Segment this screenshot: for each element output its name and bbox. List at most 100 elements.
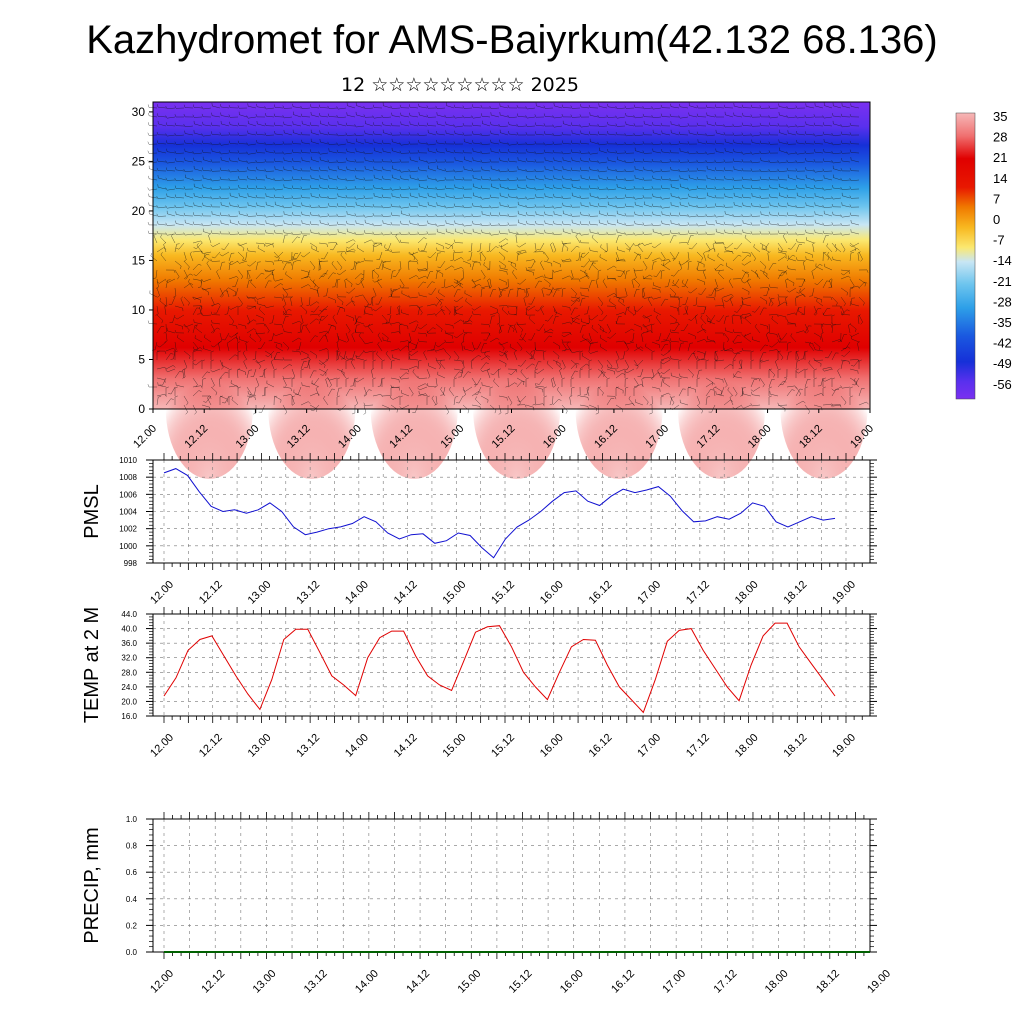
colorbar-label: 7 <box>993 191 1000 206</box>
x-tick-label: 17.12 <box>684 579 712 607</box>
y-tick-label: 36.0 <box>121 639 137 648</box>
colorbar-label: -28 <box>993 294 1012 309</box>
x-tick-label: 15.00 <box>440 579 468 607</box>
x-tick-label: 17.00 <box>635 579 663 607</box>
chart-title: Kazhydromet for AMS-Baiyrkum(42.132 68.1… <box>86 18 938 62</box>
y-tick-label: 0.0 <box>126 948 138 957</box>
x-tick-label: 19.00 <box>830 732 858 760</box>
x-tick-label: 16.00 <box>558 968 586 996</box>
y-tick-label: 1006 <box>119 490 137 499</box>
colorbar: 35 28 21 14 7 0 -7 -14 -21 -28 -35 -42 -49 -56 <box>955 109 1012 400</box>
x-tick-label: 17.12 <box>684 732 712 760</box>
colorbar-label: -7 <box>993 233 1005 248</box>
x-tick-label: 14.12 <box>392 579 420 607</box>
x-tick-label: 18.00 <box>763 968 791 996</box>
y-tick-label: 32.0 <box>121 654 137 663</box>
x-tick-label: 13.00 <box>251 968 279 996</box>
y-tick-label: 0.4 <box>126 895 138 904</box>
x-tick-label: 15.12 <box>489 732 517 760</box>
x-tick-label: 12.00 <box>131 423 159 451</box>
y-tick-label: 1002 <box>119 525 137 534</box>
colorbar-label: -56 <box>993 377 1012 392</box>
y-tick-label: 20.0 <box>121 697 137 706</box>
x-tick-label: 13.12 <box>302 968 330 996</box>
colorbar-label: 28 <box>993 130 1007 145</box>
colorbar-label: -14 <box>993 253 1012 268</box>
x-tick-label: 18.00 <box>733 732 761 760</box>
y-tick-label: 1.0 <box>126 815 138 824</box>
x-tick-label: 16.00 <box>538 732 566 760</box>
colorbar-label: -42 <box>993 336 1012 351</box>
series-line <box>163 622 836 714</box>
y-axis-label: PRECIP, mm <box>81 827 103 943</box>
x-tick-label: 16.12 <box>587 579 615 607</box>
x-tick-label: 12.00 <box>148 732 176 760</box>
colorbar-label: -21 <box>993 274 1012 289</box>
y-tick-label: 25 <box>132 154 146 168</box>
x-tick-label: 15.12 <box>489 579 517 607</box>
x-tick-label: 14.12 <box>392 732 420 760</box>
heatmap-y-axis: 0 5 10 15 20 25 30 <box>132 105 153 416</box>
y-tick-label: 0.6 <box>126 868 138 877</box>
y-axis-label: TEMP at 2 M <box>81 607 103 723</box>
colorbar-label: 14 <box>993 171 1007 186</box>
y-tick-label: 1004 <box>119 508 137 517</box>
x-tick-label: 16.12 <box>609 968 637 996</box>
x-tick-label: 17.00 <box>635 732 663 760</box>
y-tick-label: 44.0 <box>121 610 137 619</box>
x-tick-label: 12.00 <box>148 579 176 607</box>
x-tick-label: 16.12 <box>587 732 615 760</box>
x-tick-label: 14.00 <box>343 732 371 760</box>
y-tick-label: 15 <box>132 253 146 267</box>
y-tick-label: 1010 <box>119 456 137 465</box>
y-tick-label: 0 <box>138 402 145 416</box>
panel-frame <box>152 613 871 717</box>
series-line <box>163 468 836 559</box>
x-tick-label: 13.00 <box>246 732 274 760</box>
colorbar-label: 21 <box>993 150 1007 165</box>
y-tick-label: 998 <box>124 559 138 568</box>
precip-panel: 0.0 0.2 0.4 0.6 0.8 1.0 12.00 12.12 13.00 13.12 14… <box>81 812 893 996</box>
x-tick-label: 12.00 <box>148 968 176 996</box>
x-tick-label: 15.00 <box>455 968 483 996</box>
y-axis-label: PMSL <box>81 484 103 538</box>
y-tick-label: 20 <box>132 204 146 218</box>
x-tick-label: 18.12 <box>781 579 809 607</box>
x-tick-label: 17.12 <box>712 968 740 996</box>
x-tick-label: 15.12 <box>507 968 535 996</box>
x-tick-label: 15.00 <box>440 732 468 760</box>
y-tick-label: 10 <box>132 303 146 317</box>
colorbar-ramp <box>955 112 976 400</box>
x-tick-label: 12.12 <box>197 579 225 607</box>
x-tick-label: 18.12 <box>781 732 809 760</box>
y-tick-label: 28.0 <box>121 668 137 677</box>
y-tick-label: 1008 <box>119 473 137 482</box>
x-tick-label: 13.12 <box>294 732 322 760</box>
colorbar-labels: 35 28 21 14 7 0 -7 -14 -21 -28 -35 -42 -49 -56 <box>993 109 1012 392</box>
x-tick-label: 13.12 <box>294 579 322 607</box>
colorbar-label: -35 <box>993 315 1012 330</box>
x-tick-label: 19.00 <box>865 968 893 996</box>
x-tick-label: 14.00 <box>353 968 381 996</box>
x-tick-label: 14.12 <box>404 968 432 996</box>
x-tick-label: 12.12 <box>199 968 227 996</box>
x-tick-label: 12.12 <box>197 732 225 760</box>
x-tick-label: 14.00 <box>343 579 371 607</box>
chart-subtitle: 12 ☆☆☆☆☆☆☆☆☆ 2025 <box>341 74 579 96</box>
y-tick-label: 40.0 <box>121 625 137 634</box>
x-tick-label: 16.00 <box>538 579 566 607</box>
x-tick-label: 18.12 <box>814 968 842 996</box>
x-tick-label: 17.00 <box>660 968 688 996</box>
colorbar-label: 35 <box>993 109 1007 124</box>
colorbar-label: -49 <box>993 356 1012 371</box>
temp-2m-panel: 16.0 20.0 24.0 28.0 32.0 36.0 40.0 44.0 12.00 12.… <box>81 607 877 760</box>
x-tick-label: 18.00 <box>733 579 761 607</box>
y-tick-label: 16.0 <box>121 712 137 721</box>
x-tick-label: 13.00 <box>246 579 274 607</box>
y-tick-label: 30 <box>132 105 146 119</box>
panel-frame <box>152 818 871 953</box>
colorbar-label: 0 <box>993 212 1000 227</box>
y-tick-label: 0.8 <box>126 842 138 851</box>
